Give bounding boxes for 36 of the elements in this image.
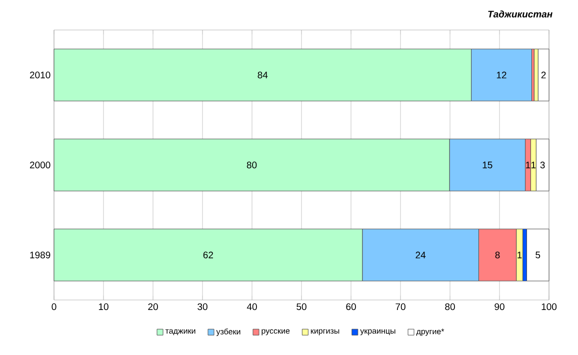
- bar: [526, 228, 550, 282]
- data-label: 80: [246, 162, 257, 168]
- data-label: 15: [482, 162, 492, 168]
- data-label: 8: [495, 252, 500, 258]
- x-tick-label: 60: [346, 303, 356, 310]
- legend-label: узбеки: [216, 328, 240, 336]
- bar: [538, 48, 550, 102]
- x-tick-label: 20: [148, 303, 158, 310]
- data-label: 5: [536, 252, 540, 258]
- x-tick-label: 100: [542, 303, 557, 310]
- x-tick-label: 70: [396, 303, 406, 310]
- data-label: 1: [518, 252, 522, 258]
- data-label: 2: [541, 72, 546, 78]
- x-tick-label: 30: [198, 303, 208, 310]
- y-tick-label: 2000: [30, 162, 50, 168]
- data-label: 1: [526, 162, 530, 168]
- legend-label: таджики: [165, 329, 196, 336]
- legend-label: украинцы: [360, 329, 396, 336]
- y-tick-label: 2010: [30, 72, 50, 78]
- y-tick-label: 1989: [30, 252, 50, 258]
- x-tick-label: 10: [98, 303, 108, 310]
- x-tick-label: 50: [296, 303, 306, 310]
- legend-label: другие*: [416, 328, 444, 336]
- chart-title: Таджикистан: [488, 10, 552, 18]
- legend-label: русские: [262, 329, 290, 336]
- legend-label: киргизы: [310, 329, 340, 336]
- data-label: 3: [540, 162, 545, 168]
- x-tick-label: 80: [445, 303, 455, 310]
- data-label: 1: [531, 162, 536, 168]
- x-tick-label: 40: [246, 303, 257, 310]
- data-label: 24: [416, 252, 426, 258]
- data-label: 12: [496, 72, 506, 78]
- data-label: 84: [258, 72, 268, 78]
- data-label: 62: [203, 252, 214, 258]
- x-tick-label: 0: [52, 303, 56, 310]
- x-tick-label: 90: [494, 303, 504, 310]
